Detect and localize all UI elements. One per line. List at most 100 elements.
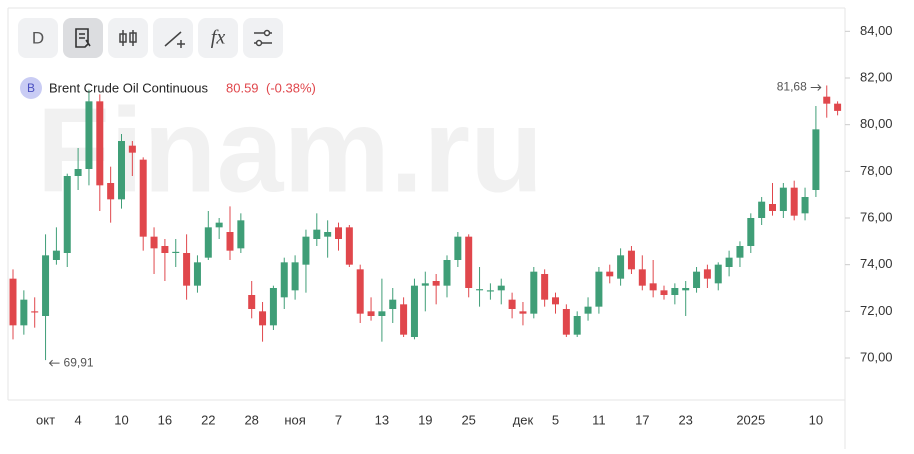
candle-body [389, 299, 397, 309]
candle-body [530, 271, 538, 314]
x-tick-label: 7 [335, 412, 342, 427]
candle-body [693, 271, 701, 288]
max-label: 81,68 [777, 80, 807, 94]
y-tick-label: 82,00 [860, 69, 893, 84]
candle-body [725, 257, 733, 267]
y-tick-label: 80,00 [860, 116, 893, 131]
candle-body [682, 288, 690, 291]
y-tick-label: 84,00 [860, 23, 893, 38]
y-tick-label: 78,00 [860, 163, 893, 178]
candle-body [269, 288, 277, 326]
candle-body [324, 232, 332, 237]
candle-body [42, 255, 50, 316]
x-tick-label: ноя [284, 412, 305, 427]
candles-button[interactable] [108, 18, 148, 58]
max-arrow [810, 84, 822, 91]
candle-body [107, 183, 115, 200]
candle-body [31, 311, 39, 313]
candle-body [85, 101, 93, 169]
candle-body [204, 227, 212, 258]
interval-button[interactable] [18, 18, 58, 58]
x-tick-label: 17 [635, 412, 649, 427]
candle-body [193, 262, 201, 286]
candle-body [421, 283, 429, 286]
candle-body [161, 246, 169, 253]
x-tick-label: 10 [809, 412, 823, 427]
candle-body [74, 169, 82, 176]
candle-body [20, 299, 28, 326]
candle-body [823, 96, 831, 104]
candle-body [562, 309, 570, 335]
x-tick-label: окт [36, 412, 55, 427]
candle-body [128, 145, 136, 153]
candle-body [649, 283, 657, 291]
candle-body [356, 269, 364, 314]
candle-body [259, 311, 267, 326]
candle-body [237, 220, 245, 249]
icon: fx [211, 27, 226, 49]
candle-body [52, 250, 60, 260]
candle-body [476, 289, 484, 291]
legend: B Brent Crude Oil Continuous 80.59 (-0.3… [20, 77, 316, 99]
candle-body [790, 187, 798, 216]
candle-body [280, 262, 288, 298]
icon [75, 28, 91, 48]
x-tick-label: 2025 [736, 412, 765, 427]
candle-body [150, 236, 158, 249]
candle-body [443, 260, 451, 286]
candle-body [541, 274, 549, 300]
candle-body [367, 311, 375, 316]
candle-body [291, 262, 299, 291]
candle-body [96, 101, 104, 186]
icon [164, 31, 185, 48]
candle-body [519, 311, 527, 314]
candle-body [584, 306, 592, 314]
candle-body [9, 278, 17, 326]
min-label: 69,91 [64, 355, 94, 369]
x-tick-label: дек [513, 412, 534, 427]
candle-body [660, 290, 668, 295]
candle-body [118, 141, 125, 200]
indicators-button[interactable] [198, 18, 238, 58]
candle-body [432, 281, 440, 286]
candle-body [552, 297, 559, 305]
icon [119, 30, 137, 46]
x-tick-label: 28 [244, 412, 258, 427]
drawing-button[interactable] [153, 18, 193, 58]
y-tick-label: 74,00 [860, 256, 893, 271]
settings-button[interactable] [243, 18, 283, 58]
candle-body [834, 103, 842, 111]
icon [263, 29, 271, 37]
candle-body [302, 236, 310, 265]
candle-body [769, 204, 776, 211]
candle-body [595, 271, 603, 307]
x-tick-label: 22 [201, 412, 215, 427]
candle-body [345, 227, 353, 265]
candle-body [736, 246, 744, 258]
symbol: B [27, 81, 35, 95]
candle-body [779, 187, 787, 211]
candle-body [801, 197, 809, 214]
candle-body [627, 250, 635, 270]
candle-body [172, 251, 180, 253]
candle-body [508, 299, 516, 309]
candle-body [183, 253, 191, 286]
candle-body [378, 311, 386, 316]
x-tick-label: 25 [461, 412, 475, 427]
min-arrow [48, 359, 60, 367]
candle-body [63, 176, 71, 253]
x-tick-label: 11 [592, 412, 606, 427]
icon [255, 39, 263, 47]
candle-body [410, 285, 418, 337]
price-change: (-0.38%) [266, 80, 316, 95]
candle-body [573, 316, 581, 335]
candle-body [454, 236, 462, 260]
candle-body [638, 269, 646, 286]
y-tick-label: 76,00 [860, 209, 893, 224]
x-tick-label: 16 [158, 412, 172, 427]
interval-label: D [32, 28, 44, 47]
x-tick-label: 10 [114, 412, 128, 427]
x-tick-label: 4 [74, 412, 81, 427]
candle-body [758, 201, 766, 218]
